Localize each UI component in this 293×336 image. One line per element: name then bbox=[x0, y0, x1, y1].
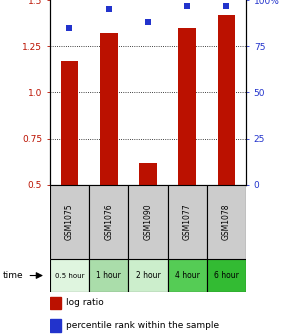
Text: GSM1090: GSM1090 bbox=[144, 203, 152, 240]
Text: time: time bbox=[3, 271, 23, 280]
Text: GSM1077: GSM1077 bbox=[183, 203, 192, 240]
Bar bbox=[100, 33, 117, 185]
Bar bbox=[50, 185, 89, 259]
Text: GSM1076: GSM1076 bbox=[104, 203, 113, 240]
Point bbox=[67, 25, 72, 31]
Point bbox=[224, 3, 229, 8]
Point bbox=[185, 3, 190, 8]
Text: log ratio: log ratio bbox=[66, 298, 103, 307]
Text: 0.5 hour: 0.5 hour bbox=[55, 272, 84, 279]
Bar bbox=[128, 259, 168, 292]
Bar bbox=[207, 259, 246, 292]
Text: 1 hour: 1 hour bbox=[96, 271, 121, 280]
Text: GSM1078: GSM1078 bbox=[222, 204, 231, 240]
Text: GSM1075: GSM1075 bbox=[65, 203, 74, 240]
Text: 2 hour: 2 hour bbox=[136, 271, 160, 280]
Text: 4 hour: 4 hour bbox=[175, 271, 200, 280]
Text: percentile rank within the sample: percentile rank within the sample bbox=[66, 321, 219, 330]
Bar bbox=[218, 15, 235, 185]
Bar bbox=[139, 163, 157, 185]
Bar bbox=[50, 259, 89, 292]
Bar bbox=[61, 61, 78, 185]
Bar bbox=[178, 28, 196, 185]
Bar bbox=[168, 185, 207, 259]
Bar bbox=[128, 185, 168, 259]
Bar bbox=[89, 185, 128, 259]
Bar bbox=[207, 185, 246, 259]
Point bbox=[146, 19, 150, 25]
Point bbox=[106, 7, 111, 12]
Bar bbox=[168, 259, 207, 292]
Bar bbox=[50, 320, 61, 332]
Bar bbox=[50, 297, 61, 309]
Bar bbox=[89, 259, 128, 292]
Text: 6 hour: 6 hour bbox=[214, 271, 239, 280]
